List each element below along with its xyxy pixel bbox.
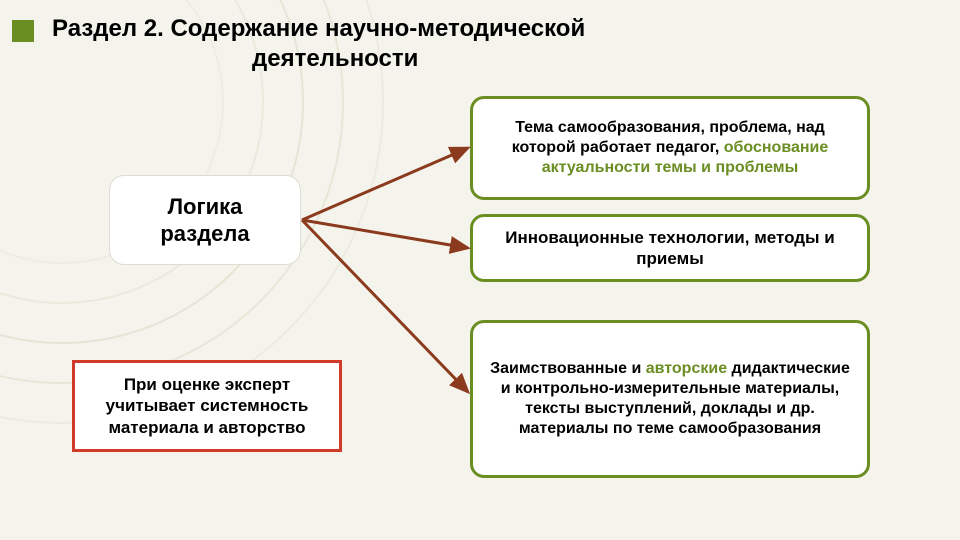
logic-box: Логика раздела [110,176,300,264]
right-box-accent: авторские [646,360,727,377]
logic-line1: Логика [168,194,243,219]
right-box-tech: Инновационные технологии, методы и прием… [470,214,870,282]
right-box-materials: Заимствованные и авторские дидактические… [470,320,870,478]
accent-square [12,20,34,42]
note-line3: материала и авторство [109,418,306,437]
note-line1: При оценке эксперт [124,375,290,394]
title-line2: деятельности [52,44,960,74]
logic-line2: раздела [160,221,249,246]
right-box-text: Инновационные технологии, методы и прием… [505,228,835,268]
note-line2: учитывает системность [106,396,309,415]
title-line1: Раздел 2. Содержание научно-методической [52,15,585,42]
slide-title: Раздел 2. Содержание научно-методической… [52,14,812,74]
note-box: При оценке эксперт учитывает системность… [72,360,342,452]
right-box-topic: Тема самообразования, проблема, над кото… [470,96,870,200]
right-box-text: Заимствованные и [490,360,646,377]
